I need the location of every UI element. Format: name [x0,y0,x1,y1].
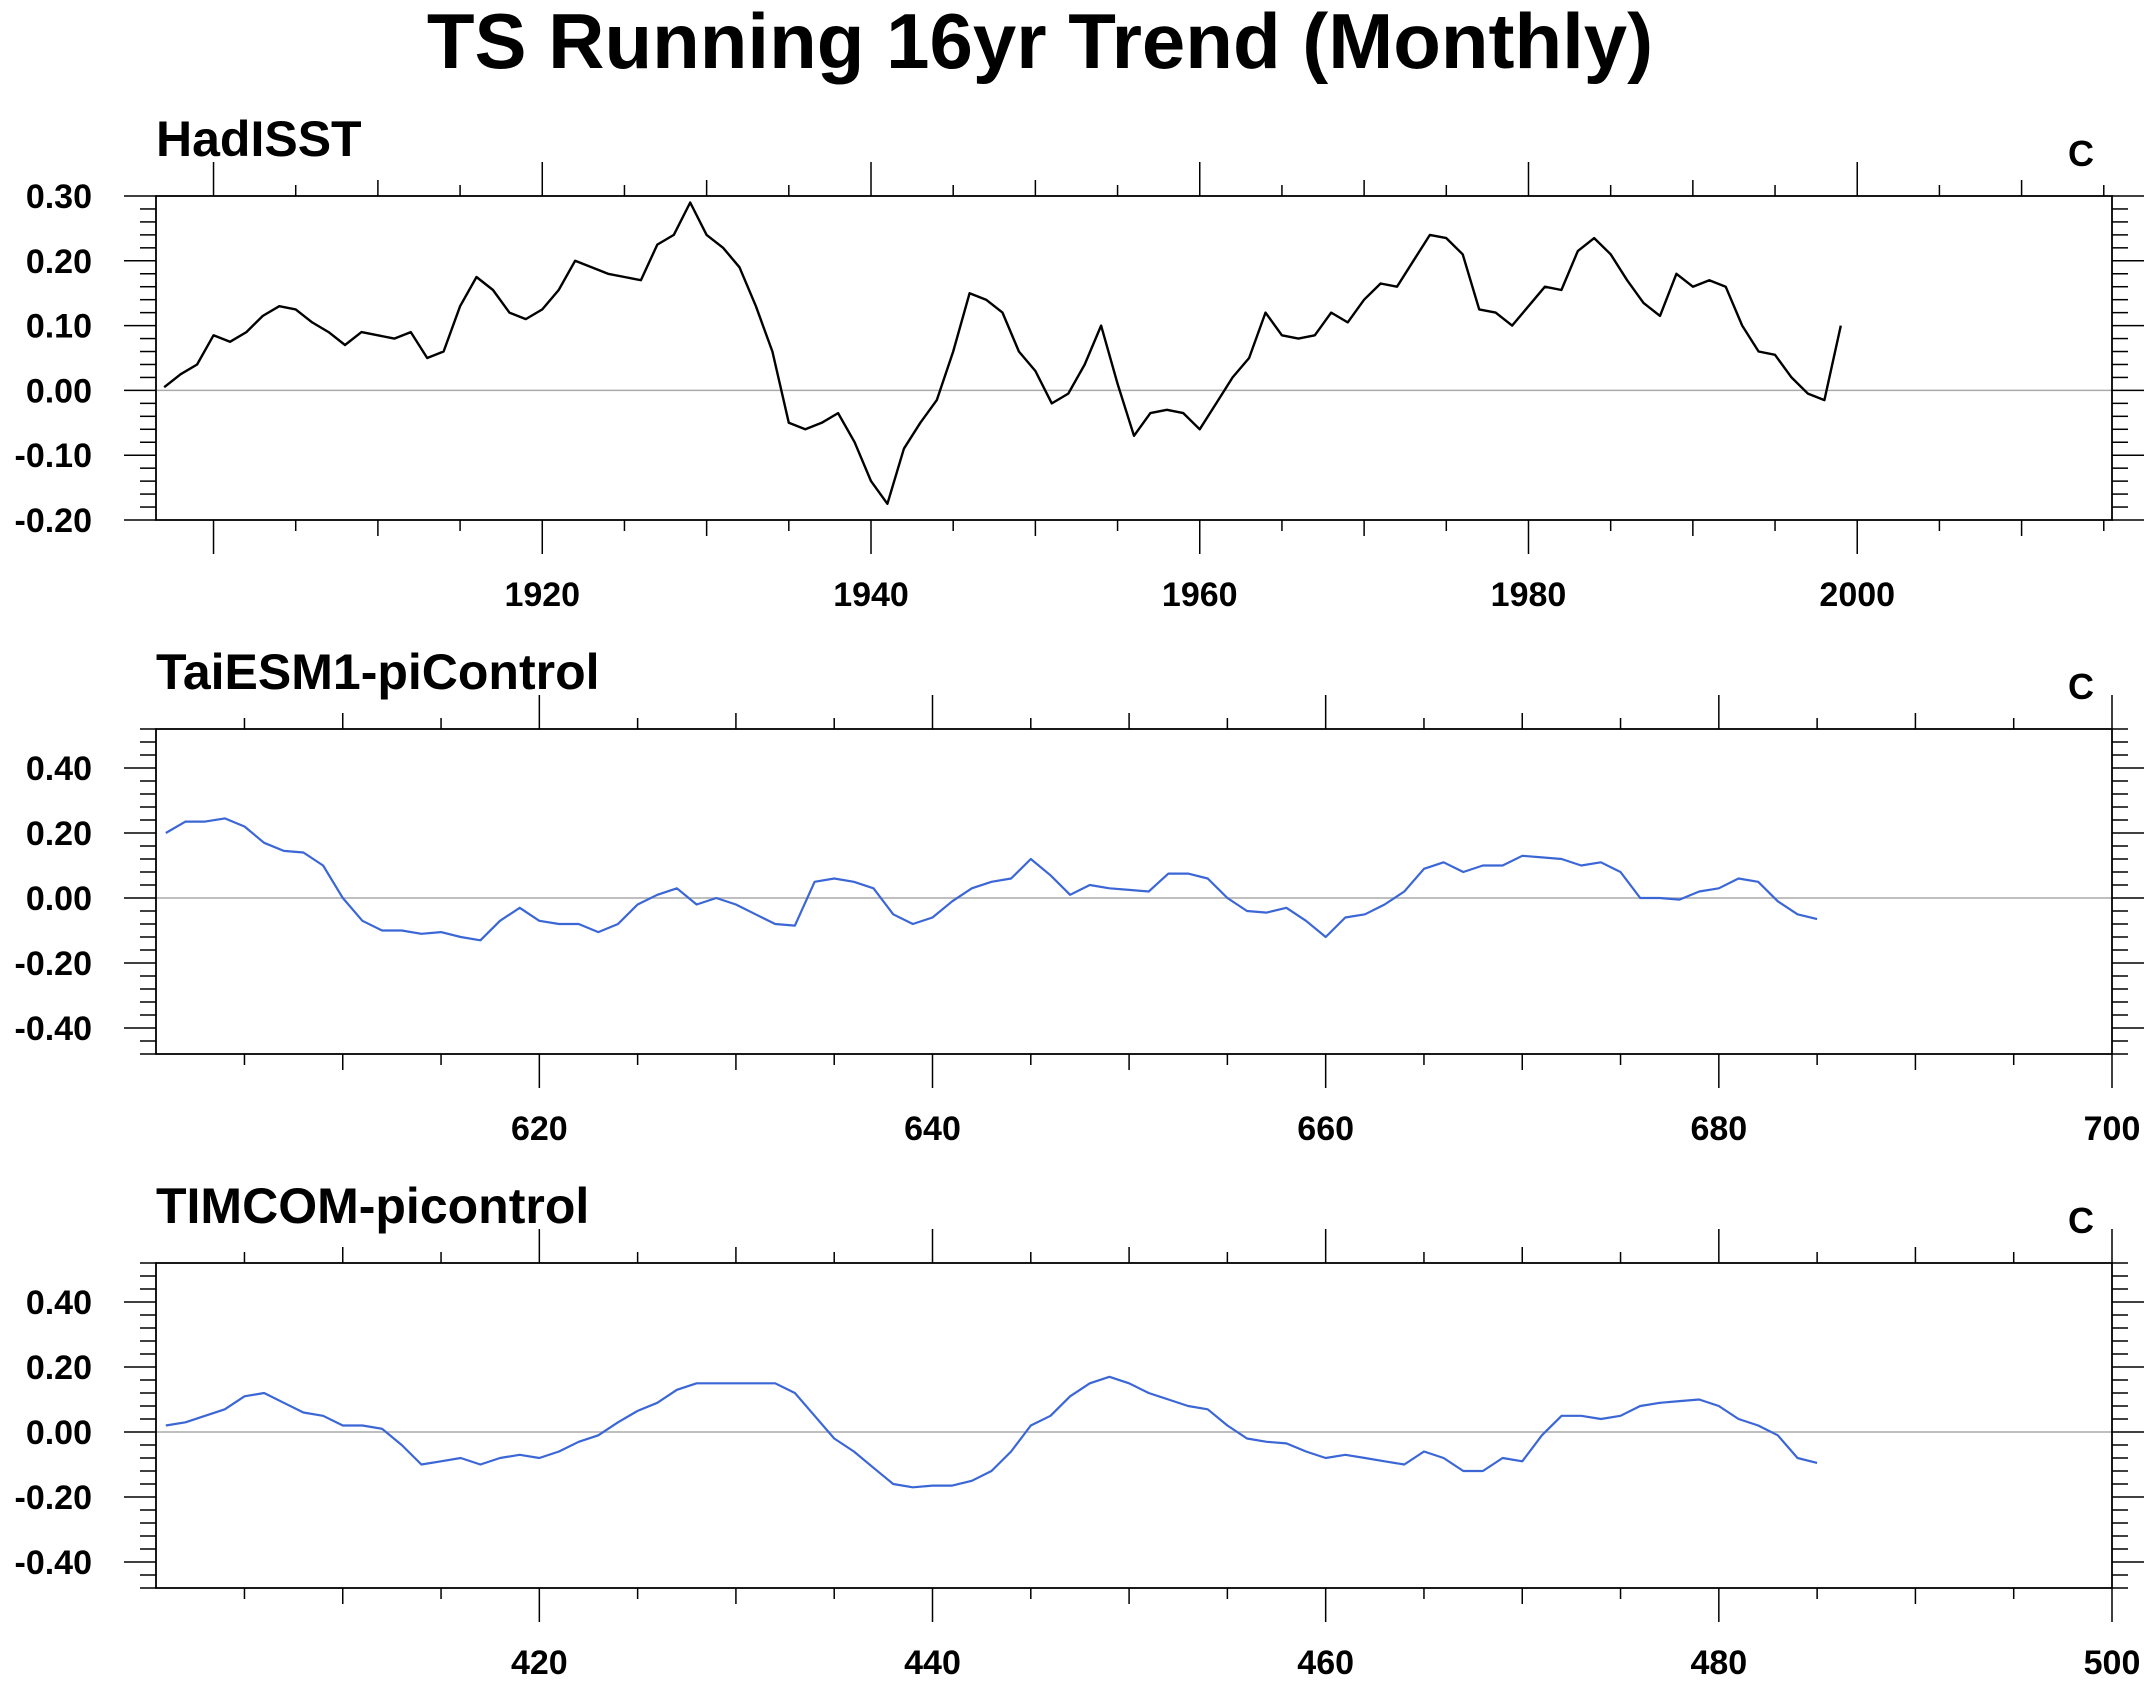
x-tick-label: 480 [1690,1644,1747,1682]
x-tick-label: 2000 [1819,576,1895,614]
plot-frame [155,1262,2113,1589]
x-tick-label: 1960 [1162,576,1238,614]
y-tick-label: 0.00 [26,880,92,918]
y-tick-label: 0.20 [26,243,92,281]
unit-label: C [2068,133,2094,174]
x-tick-label: 500 [2084,1644,2141,1682]
panel-title: TaiESM1-piControl [156,644,600,700]
plot-frame [155,728,2113,1055]
y-tick-label: 0.20 [26,1349,92,1387]
unit-label: C [2068,666,2094,707]
y-tick-label: 0.40 [26,1284,92,1322]
y-tick-label: -0.40 [15,1544,93,1582]
y-tick-label: 0.00 [26,372,92,410]
panel-1: HadISST C 1920 1940 1960 1980 2000 -0.20 -0.10 0.… [15,111,2144,614]
x-tick-label: 660 [1297,1110,1354,1148]
unit-label: C [2068,1200,2094,1241]
y-tick-label: 0.00 [26,1414,92,1452]
x-tick-label: 440 [904,1644,961,1682]
x-tick-label: 420 [511,1644,568,1682]
y-tick-label: -0.20 [15,1479,93,1517]
y-tick-label: -0.10 [15,437,93,475]
x-tick-label: 640 [904,1110,961,1148]
x-tick-label: 1920 [504,576,580,614]
y-tick-label: 0.20 [26,815,92,853]
y-tick-label: -0.20 [15,945,93,983]
x-tick-label: 460 [1297,1644,1354,1682]
series-line [163,201,1842,505]
panel-3: TIMCOM-picontrol C 420 440 460 480 500 -0.40 -0.… [15,1178,2144,1682]
x-tick-label: 680 [1690,1110,1747,1148]
x-tick-label: 1980 [1491,576,1567,614]
y-tick-label: -0.20 [15,502,93,540]
series-line [165,1375,1818,1489]
chart-main-title: TS Running 16yr Trend (Monthly) [426,0,1654,85]
x-tick-label: 1940 [833,576,909,614]
series-line [165,817,1818,942]
y-tick-label: 0.30 [26,178,92,216]
y-tick-label: 0.40 [26,750,92,788]
y-tick-label: -0.40 [15,1010,93,1048]
x-tick-label: 700 [2084,1110,2141,1148]
plot-frame [155,195,2113,521]
x-tick-label: 620 [511,1110,568,1148]
y-tick-label: 0.10 [26,308,92,346]
panel-2: TaiESM1-piControl C 620 640 660 680 700 -0.40 -0… [15,644,2144,1148]
panel-title: HadISST [156,111,362,167]
panel-title: TIMCOM-picontrol [156,1178,589,1234]
